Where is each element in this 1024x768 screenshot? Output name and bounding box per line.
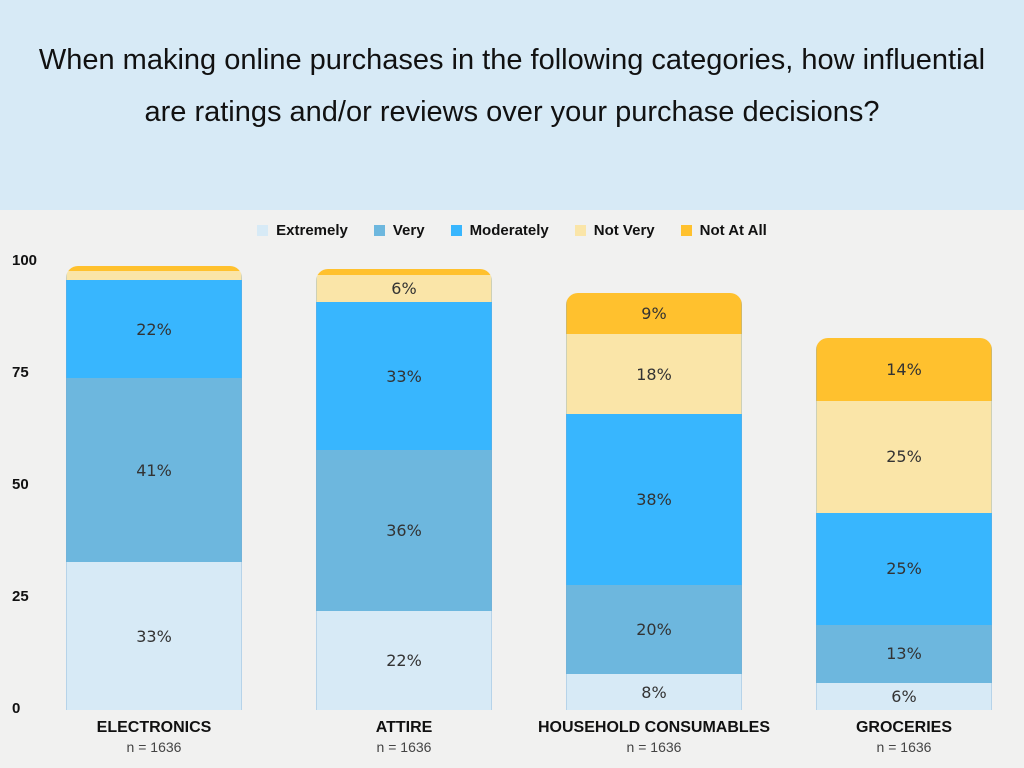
bar-segment-very: 41% [66, 378, 242, 563]
x-category: ELECTRONICS n = 1636 [24, 719, 284, 755]
legend-swatch [680, 225, 692, 236]
title-banner: When making online purchases in the foll… [0, 0, 1024, 210]
bar-segment-moderately: 25% [816, 512, 992, 625]
bar-segment-not-very [66, 270, 242, 280]
bar-segment-not-very: 18% [566, 333, 742, 415]
data-label: 13% [886, 644, 922, 664]
legend-item-very: Very [373, 222, 425, 239]
sample-size-label: n = 1636 [376, 739, 432, 755]
data-label: 38% [636, 489, 672, 509]
legend-swatch [574, 225, 586, 236]
legend: Extremely Very Moderately Not Very Not At Al… [0, 222, 1024, 239]
sample-size-label: n = 1636 [626, 739, 682, 755]
data-label: 36% [386, 521, 422, 541]
legend-item-not-very: Not Very [574, 222, 655, 239]
x-category: HOUSEHOLD CONSUMABLES n = 1636 [524, 719, 784, 755]
bar-segment-very: 36% [316, 450, 492, 612]
bar-segment-extremely: 22% [316, 611, 492, 710]
data-label: 22% [386, 651, 422, 671]
x-category: GROCERIES n = 1636 [774, 719, 1024, 755]
data-label: 18% [636, 364, 672, 384]
bar-segment-extremely: 33% [66, 562, 242, 710]
data-label: 9% [641, 304, 667, 324]
bar-electronics: 33% 41% 22% [66, 266, 242, 710]
data-label: 33% [386, 366, 422, 386]
bar-segment-not-very: 6% [316, 275, 492, 303]
sample-size-label: n = 1636 [126, 739, 182, 755]
x-tick-label: ATTIRE [375, 719, 433, 736]
sample-size-label: n = 1636 [876, 739, 932, 755]
bar-segment-extremely: 8% [566, 674, 742, 710]
bar-segment-extremely: 6% [816, 683, 992, 710]
bar-segment-moderately: 38% [566, 414, 742, 585]
data-label: 22% [136, 319, 172, 339]
data-label: 33% [136, 626, 172, 646]
data-label: 41% [136, 460, 172, 480]
legend-item-extremely: Extremely [257, 222, 348, 239]
data-label: 8% [641, 682, 667, 702]
x-category: ATTIRE n = 1636 [274, 719, 534, 755]
legend-item-not-at-all: Not At All [680, 222, 767, 239]
bar-segment-not-at-all: 14% [816, 338, 992, 401]
bar-segment-very: 13% [816, 624, 992, 684]
legend-label: Not At All [699, 222, 767, 239]
legend-label: Very [392, 222, 425, 239]
bar-segment-not-at-all [66, 266, 242, 271]
data-label: 25% [886, 447, 922, 467]
bar-segment-very: 20% [566, 584, 742, 675]
legend-swatch [450, 225, 462, 236]
bar-segment-moderately: 33% [316, 302, 492, 451]
x-tick-label: GROCERIES [855, 719, 952, 736]
y-tick-label: 25 [12, 588, 29, 605]
bar-segment-not-at-all [316, 268, 492, 276]
legend-item-moderately: Moderately [450, 222, 549, 239]
bar-segment-not-very: 25% [816, 400, 992, 513]
x-tick-label: HOUSEHOLD CONSUMABLES [537, 719, 770, 736]
bar-segment-moderately: 22% [66, 279, 242, 379]
bar-attire: 22% 36% 33% 6% [316, 268, 492, 710]
legend-label: Not Very [593, 222, 655, 239]
data-label: 20% [636, 619, 672, 639]
data-label: 6% [891, 687, 917, 707]
y-tick-label: 0 [12, 700, 21, 717]
bar-segment-not-at-all: 9% [566, 293, 742, 334]
legend-swatch [373, 225, 385, 236]
y-tick-label: 50 [12, 476, 29, 493]
data-label: 14% [886, 360, 922, 380]
x-tick-label: ELECTRONICS [96, 719, 212, 736]
bar-household-consumables: 8% 20% 38% 18% 9% [566, 293, 742, 710]
chart-title: When making online purchases in the foll… [38, 44, 986, 128]
legend-label: Moderately [469, 222, 549, 239]
y-tick-label: 100 [12, 252, 38, 269]
y-tick-label: 75 [12, 364, 29, 381]
data-label: 6% [391, 279, 417, 299]
data-label: 25% [886, 559, 922, 579]
legend-label: Extremely [276, 222, 348, 239]
bar-groceries: 6% 13% 25% 25% 14% [816, 338, 992, 710]
legend-swatch [257, 225, 269, 236]
